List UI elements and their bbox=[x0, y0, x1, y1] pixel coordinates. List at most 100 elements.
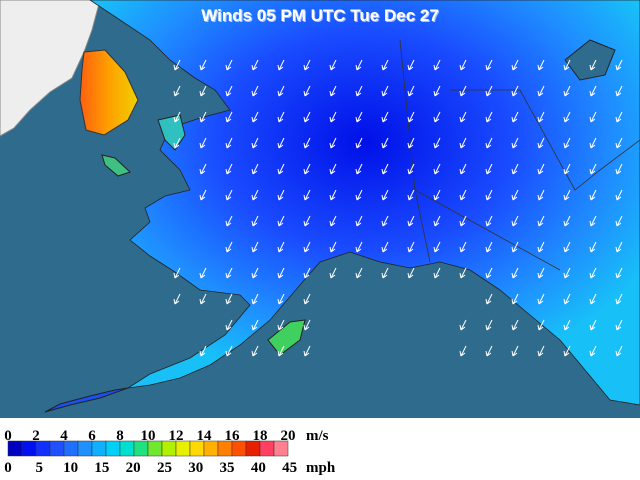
wind-arrow bbox=[381, 267, 389, 279]
wind-arrow bbox=[225, 267, 233, 279]
wind-arrow bbox=[329, 241, 337, 253]
wind-arrow bbox=[563, 137, 571, 149]
wind-arrow bbox=[407, 267, 415, 279]
wind-arrow bbox=[277, 59, 285, 71]
wind-arrow bbox=[173, 293, 181, 305]
wind-arrow bbox=[381, 59, 389, 71]
wind-arrow bbox=[511, 241, 519, 253]
wind-arrow bbox=[537, 293, 545, 305]
wind-arrow bbox=[511, 267, 519, 279]
wind-arrow bbox=[589, 215, 597, 227]
wind-arrow bbox=[303, 267, 311, 279]
wind-arrow bbox=[485, 163, 493, 175]
wind-arrow bbox=[381, 85, 389, 97]
wind-arrow bbox=[173, 267, 181, 279]
wind-arrow bbox=[277, 85, 285, 97]
arctic-water bbox=[564, 39, 616, 81]
wind-arrow bbox=[407, 85, 415, 97]
wind-arrow bbox=[251, 293, 259, 305]
wind-arrow bbox=[537, 111, 545, 123]
wind-arrow bbox=[511, 85, 519, 97]
wind-arrow bbox=[251, 215, 259, 227]
wind-arrow bbox=[511, 137, 519, 149]
wind-arrow bbox=[277, 293, 285, 305]
wind-arrow bbox=[355, 111, 363, 123]
chukotka bbox=[79, 49, 139, 136]
wind-arrow bbox=[407, 189, 415, 201]
wind-arrow bbox=[199, 59, 207, 71]
wind-arrow bbox=[251, 267, 259, 279]
ms-tick-label: 0 bbox=[4, 428, 12, 444]
wind-arrow bbox=[589, 85, 597, 97]
wind-arrow bbox=[485, 111, 493, 123]
wind-arrow bbox=[485, 189, 493, 201]
wind-arrow bbox=[225, 189, 233, 201]
wind-arrow bbox=[381, 163, 389, 175]
wind-arrow bbox=[459, 189, 467, 201]
wind-arrow bbox=[459, 111, 467, 123]
wind-arrow bbox=[277, 267, 285, 279]
wind-arrow bbox=[589, 189, 597, 201]
wind-arrow bbox=[511, 215, 519, 227]
wind-arrow bbox=[615, 215, 623, 227]
wind-arrow bbox=[563, 85, 571, 97]
wind-arrow bbox=[589, 59, 597, 71]
wind-arrow bbox=[303, 137, 311, 149]
wind-arrow bbox=[251, 319, 259, 331]
wind-arrow bbox=[615, 267, 623, 279]
wind-arrow bbox=[407, 111, 415, 123]
wind-arrow bbox=[225, 163, 233, 175]
wind-arrow bbox=[277, 345, 285, 357]
ms-tick-label: 2 bbox=[32, 428, 40, 444]
wind-barbs bbox=[173, 59, 623, 357]
wind-arrow bbox=[485, 137, 493, 149]
wind-arrow bbox=[563, 319, 571, 331]
wind-arrow bbox=[537, 189, 545, 201]
wind-arrow bbox=[511, 345, 519, 357]
ms-tick-label: 8 bbox=[116, 428, 124, 444]
mph-tick-label: 35 bbox=[220, 460, 235, 476]
mph-tick-label: 20 bbox=[126, 460, 141, 476]
wind-arrow bbox=[485, 293, 493, 305]
wind-arrow bbox=[381, 137, 389, 149]
wind-arrow bbox=[355, 267, 363, 279]
wind-arrow bbox=[459, 345, 467, 357]
wind-arrow bbox=[459, 137, 467, 149]
wind-arrow bbox=[615, 163, 623, 175]
wind-arrow bbox=[251, 345, 259, 357]
ms-tick-label: 12 bbox=[169, 428, 184, 444]
wind-arrow bbox=[303, 111, 311, 123]
wind-arrow bbox=[537, 137, 545, 149]
title-shadow: Winds 05 PM UTC Tue Dec 27 bbox=[202, 7, 440, 26]
wind-arrow bbox=[225, 241, 233, 253]
wind-arrow bbox=[537, 59, 545, 71]
wind-arrow bbox=[303, 163, 311, 175]
wind-arrow bbox=[485, 241, 493, 253]
ms-tick-label: 14 bbox=[197, 428, 213, 444]
wind-arrow bbox=[589, 267, 597, 279]
wind-arrow bbox=[459, 85, 467, 97]
wind-arrow bbox=[277, 319, 285, 331]
wind-arrow bbox=[303, 215, 311, 227]
wind-arrow bbox=[381, 215, 389, 227]
wind-arrow bbox=[511, 111, 519, 123]
ms-tick-label: 10 bbox=[141, 428, 156, 444]
wind-arrow bbox=[615, 137, 623, 149]
wind-arrow bbox=[459, 215, 467, 227]
wind-arrow bbox=[173, 111, 181, 123]
wind-arrow bbox=[199, 163, 207, 175]
ms-unit: m/s bbox=[306, 428, 329, 444]
wind-arrow bbox=[277, 111, 285, 123]
wind-arrow bbox=[277, 137, 285, 149]
ms-tick-label: 18 bbox=[253, 428, 268, 444]
wind-arrow bbox=[199, 189, 207, 201]
wind-arrow bbox=[381, 189, 389, 201]
mph-unit: mph bbox=[306, 460, 336, 476]
ms-tick-label: 6 bbox=[88, 428, 96, 444]
wind-arrow bbox=[615, 345, 623, 357]
wind-arrow bbox=[537, 241, 545, 253]
wind-arrow bbox=[199, 137, 207, 149]
mph-tick-label: 15 bbox=[94, 460, 109, 476]
wind-arrow bbox=[329, 163, 337, 175]
ms-tick-label: 16 bbox=[225, 428, 241, 444]
